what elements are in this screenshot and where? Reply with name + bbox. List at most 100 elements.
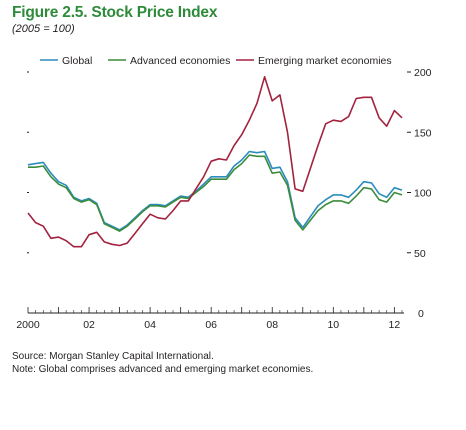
data-point [325,199,327,201]
data-point [333,200,335,202]
data-point [401,189,403,191]
x-tick-label: 04 [144,319,156,331]
data-point [203,186,205,188]
data-point [157,205,159,207]
data-point [157,217,159,219]
series-line [28,154,403,232]
figure-subtitle: (2005 = 100) [12,23,75,35]
data-point [165,206,167,208]
data-point [310,219,312,221]
data-point [218,178,220,180]
data-point [111,227,113,229]
data-point [355,189,357,191]
data-point [363,187,365,189]
data-point [287,132,289,134]
y-tick-label: 100 [414,188,432,200]
data-point [348,197,350,199]
data-point [401,117,403,119]
data-point [188,200,190,202]
legend-label: Advanced economies [130,55,230,67]
data-point [73,198,75,200]
data-point [348,116,350,118]
data-point [355,195,357,197]
data-point [96,204,98,206]
data-point [287,185,289,187]
data-point [210,176,212,178]
data-point [43,162,45,164]
data-point [27,212,29,214]
data-point [340,200,342,202]
data-point [81,246,83,248]
data-point [88,199,90,201]
data-point [210,178,212,180]
data-point [363,181,365,183]
data-point [43,165,45,167]
source-notes: Source: Morgan Stanley Capital Internati… [12,350,313,376]
y-tick-label: 50 [414,248,426,260]
data-point [241,163,243,165]
data-point [249,119,251,121]
data-point [180,197,182,199]
data-point [126,225,128,227]
data-point [279,166,281,168]
y-tick-label: 200 [414,67,432,79]
data-point [256,152,258,154]
data-point [43,225,45,227]
legend-item: Global [40,55,92,67]
data-point [394,192,396,194]
data-point [333,194,335,196]
data-point [35,163,37,165]
data-point [264,151,266,153]
data-point [203,176,205,178]
data-point [142,211,144,213]
data-point [73,246,75,248]
data-point [386,197,388,199]
data-point [58,236,60,238]
data-point [279,94,281,96]
series-advanced-economies [27,154,403,232]
data-point [340,121,342,123]
data-point [271,100,273,102]
data-point [165,218,167,220]
data-point [35,166,37,168]
data-point [104,223,106,225]
data-point [249,151,251,153]
legend-label: Global [62,55,92,67]
data-point [50,172,52,174]
data-point [294,219,296,221]
series-line [27,76,403,248]
data-point [386,201,388,203]
data-point [27,164,29,166]
series-lines [27,76,403,248]
data-point [340,194,342,196]
x-tick-label: 12 [389,319,401,331]
data-point [279,171,281,173]
x-tick-label: 06 [205,319,217,331]
data-point [233,165,235,167]
x-axis: 2000 02 04 06 08 10 12 [16,307,403,331]
data-point [394,187,396,189]
data-point [302,191,304,193]
data-point [302,229,304,231]
data-point [371,97,373,99]
y-tick-label: 150 [414,127,432,139]
y-tick-label: 0 [418,308,424,320]
data-point [264,156,266,158]
legend-label: Emerging market economies [258,55,392,67]
data-point [195,188,197,190]
data-point [65,187,67,189]
data-point [249,154,251,156]
data-point [218,176,220,178]
data-point [96,232,98,234]
data-point [241,134,243,136]
data-point [27,166,29,168]
data-point [218,158,220,160]
data-point [134,233,136,235]
data-point [378,199,380,201]
data-point [271,168,273,170]
data-point [180,200,182,202]
data-point [111,244,113,246]
data-point [65,185,67,187]
data-point [333,119,335,121]
data-point [210,160,212,162]
